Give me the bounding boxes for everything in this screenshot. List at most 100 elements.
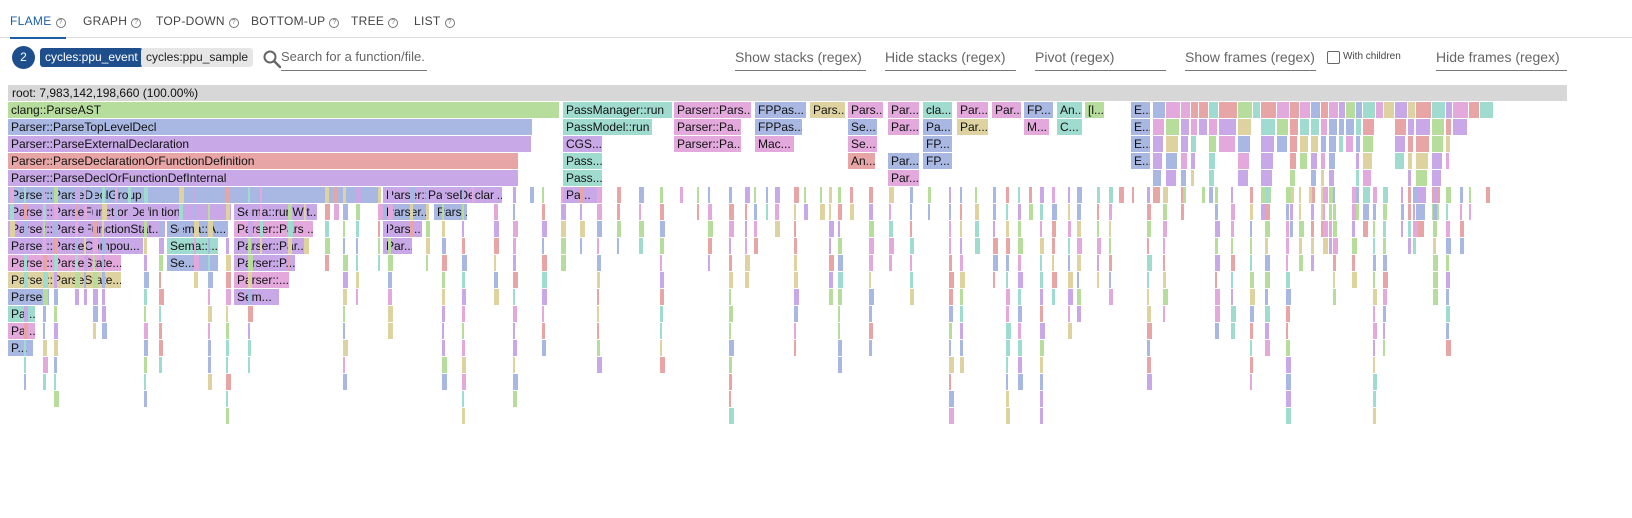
flame-frame[interactable] xyxy=(334,204,339,220)
flame-frame[interactable] xyxy=(1373,306,1375,322)
tab-bottom-up[interactable]: BOTTOM-UP? xyxy=(251,0,340,38)
flame-frame[interactable] xyxy=(1147,272,1149,288)
pivot-input[interactable]: Pivot (regex) xyxy=(1035,46,1166,71)
flame-frame[interactable] xyxy=(617,221,621,237)
flame-frame[interactable] xyxy=(1363,204,1369,220)
flame-frame[interactable] xyxy=(1432,102,1445,118)
with-children-checkbox[interactable] xyxy=(1327,51,1340,64)
flame-frame[interactable] xyxy=(1363,170,1371,186)
flame-frame[interactable] xyxy=(597,238,599,254)
flame-frame[interactable] xyxy=(697,204,699,220)
flame-frame[interactable] xyxy=(462,357,466,373)
flame-frame[interactable] xyxy=(1109,255,1112,271)
flame-frame[interactable] xyxy=(1321,136,1326,152)
flame-frame[interactable] xyxy=(1231,238,1233,254)
flame-frame[interactable] xyxy=(54,289,58,305)
flame-frame[interactable] xyxy=(442,374,447,390)
flame-frame[interactable] xyxy=(356,221,359,237)
flame-frame[interactable] xyxy=(794,187,799,203)
flame-frame[interactable] xyxy=(93,204,96,220)
flame-frame[interactable] xyxy=(1018,374,1023,390)
flame-frame[interactable]: FPPas... xyxy=(755,119,802,135)
flame-frame[interactable] xyxy=(1408,221,1411,237)
flame-frame[interactable] xyxy=(597,204,602,220)
flame-frame[interactable] xyxy=(804,187,806,203)
flame-frame[interactable] xyxy=(54,340,58,356)
flame-frame[interactable] xyxy=(75,221,78,237)
flame-frame[interactable] xyxy=(1383,221,1386,237)
flame-frame[interactable]: Pa... xyxy=(8,306,35,322)
flame-frame[interactable] xyxy=(1356,204,1359,220)
flame-frame[interactable] xyxy=(580,221,585,237)
flame-frame[interactable] xyxy=(1209,153,1215,169)
flame-frame[interactable] xyxy=(1446,255,1449,271)
flame-frame[interactable] xyxy=(1416,136,1429,152)
tab-graph[interactable]: GRAPH? xyxy=(83,0,142,38)
flame-frame[interactable] xyxy=(378,255,380,271)
flame-frame[interactable] xyxy=(1231,323,1235,339)
flame-frame[interactable] xyxy=(1346,136,1353,152)
flame-frame[interactable] xyxy=(869,340,872,356)
flame-frame[interactable] xyxy=(1250,255,1252,271)
flame-frame[interactable] xyxy=(1018,289,1021,305)
flame-frame[interactable] xyxy=(388,272,392,288)
flame-frame[interactable] xyxy=(93,221,97,237)
flame-frame[interactable] xyxy=(93,255,95,271)
flame-frame[interactable] xyxy=(910,289,914,305)
flame-frame[interactable] xyxy=(597,221,602,237)
flame-frame[interactable] xyxy=(1109,204,1112,220)
flame-frame[interactable] xyxy=(1413,238,1416,254)
flame-frame[interactable] xyxy=(24,323,28,339)
flame-frame[interactable] xyxy=(561,238,566,254)
flame-frame[interactable] xyxy=(102,238,106,254)
flame-frame[interactable] xyxy=(1453,119,1467,135)
flame-frame[interactable] xyxy=(1339,119,1344,135)
flame-frame[interactable] xyxy=(1363,119,1374,135)
flame-frame[interactable] xyxy=(1373,204,1376,220)
flame-frame[interactable] xyxy=(775,204,779,220)
flame-frame[interactable] xyxy=(248,255,253,271)
flame-frame[interactable] xyxy=(115,204,118,220)
flame-frame[interactable] xyxy=(1040,204,1043,220)
flame-frame[interactable] xyxy=(745,255,750,271)
flame-frame[interactable] xyxy=(1432,170,1441,186)
flame-frame[interactable] xyxy=(1352,238,1357,254)
flame-frame[interactable] xyxy=(1040,255,1042,271)
flame-frame[interactable] xyxy=(1147,187,1150,203)
flame-frame[interactable] xyxy=(597,323,599,339)
flame-frame[interactable] xyxy=(1286,340,1290,356)
flame-frame[interactable] xyxy=(159,340,163,356)
flame-frame[interactable] xyxy=(84,255,88,271)
flame-frame[interactable] xyxy=(356,289,358,305)
flame-frame[interactable]: Par... xyxy=(888,102,919,118)
flame-frame[interactable]: Pars... xyxy=(810,102,845,118)
flame-frame[interactable] xyxy=(1068,204,1070,220)
flame-frame[interactable] xyxy=(869,272,871,288)
flame-frame[interactable] xyxy=(356,255,358,271)
flame-frame[interactable] xyxy=(542,255,547,271)
flame-frame[interactable] xyxy=(1408,119,1414,135)
flame-frame[interactable]: Se... xyxy=(848,136,877,152)
flame-frame[interactable] xyxy=(829,272,833,288)
flame-frame[interactable] xyxy=(1383,204,1387,220)
flame-frame[interactable] xyxy=(378,187,381,203)
flame-frame[interactable] xyxy=(343,323,345,339)
flame-frame[interactable] xyxy=(775,221,780,237)
flame-frame[interactable] xyxy=(1209,102,1218,118)
flame-frame[interactable] xyxy=(54,272,57,288)
help-icon[interactable]: ? xyxy=(388,18,399,28)
flame-frame[interactable] xyxy=(144,204,148,220)
flame-frame[interactable] xyxy=(513,255,516,271)
flame-frame[interactable] xyxy=(378,221,380,237)
flame-frame[interactable] xyxy=(1018,340,1022,356)
flame-frame[interactable] xyxy=(226,187,229,203)
flame-frame[interactable]: Parser::P... xyxy=(234,255,295,271)
flame-frame[interactable] xyxy=(975,221,979,237)
flame-frame[interactable] xyxy=(513,204,515,220)
flame-frame[interactable] xyxy=(1446,221,1450,237)
flame-frame[interactable] xyxy=(1097,187,1100,203)
flame-frame[interactable] xyxy=(208,340,211,356)
flame-frame[interactable] xyxy=(208,204,210,220)
flame-frame[interactable] xyxy=(1433,221,1437,237)
flame-frame[interactable] xyxy=(928,187,931,203)
